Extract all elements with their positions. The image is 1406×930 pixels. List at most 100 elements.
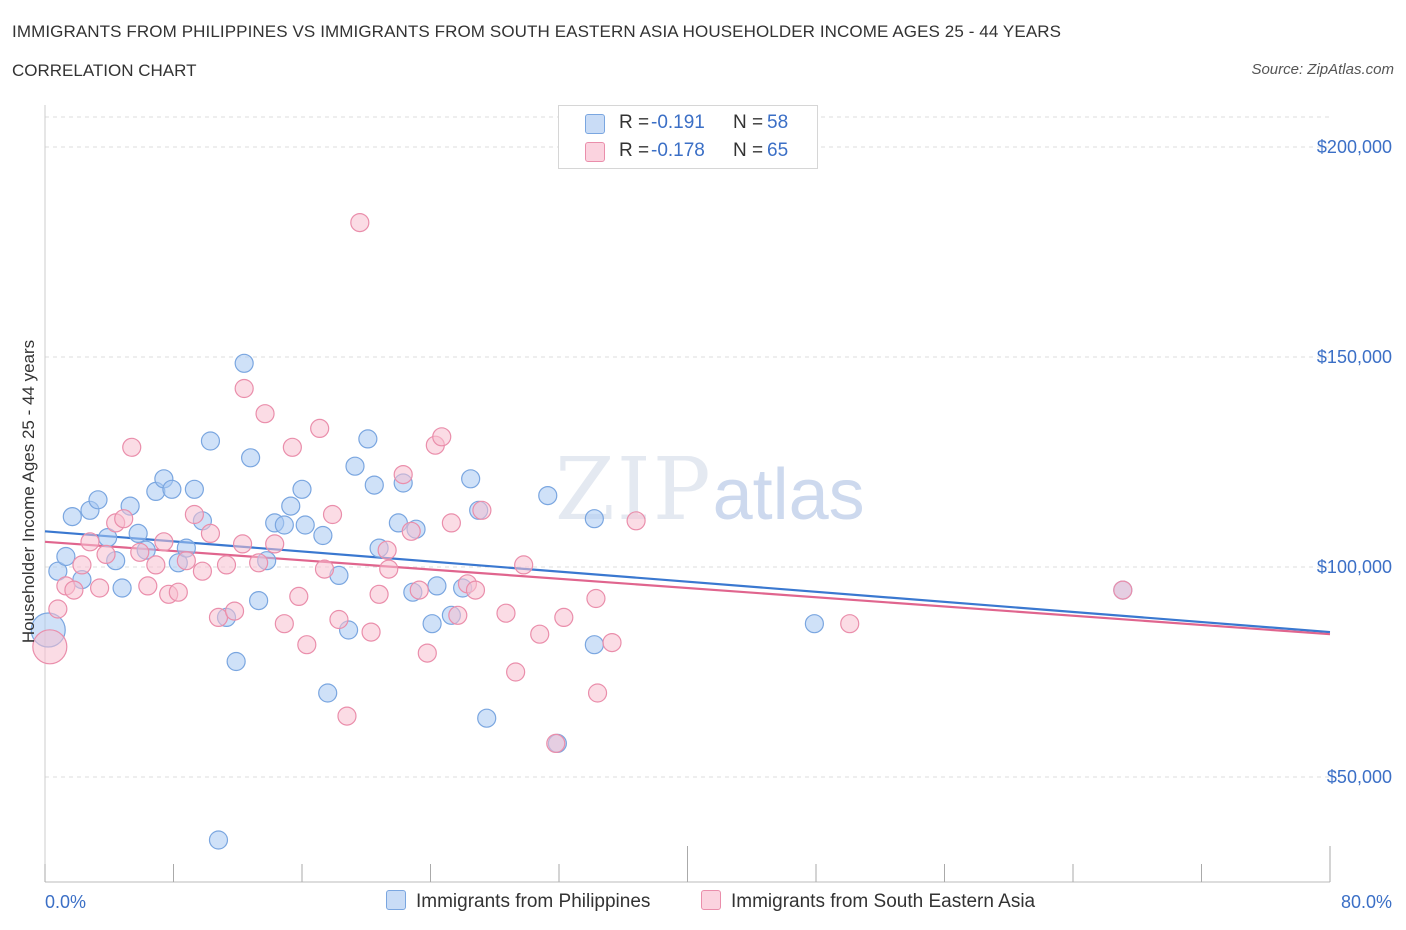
legend-item-southeast-asia: Immigrants from South Eastern Asia [701,890,1035,913]
data-point [401,521,421,541]
data-point [554,607,574,628]
r-value: -0.178 [651,140,705,161]
legend-swatch-southeast-asia [701,890,721,910]
data-point [168,582,188,602]
data-point [122,437,142,457]
data-point [448,605,468,625]
n-label: N = [733,140,764,161]
data-point [249,553,269,573]
data-point [72,555,92,575]
y-tick-label: $50,000 [1327,767,1392,787]
tick-labels: $200,000 $150,000 $100,000 $50,000 0.0% 80.0%… [19,137,1392,912]
data-point [192,561,213,581]
data-point [80,532,100,552]
r-label: R = [619,112,650,133]
data-point [138,576,158,596]
data-point [234,378,254,399]
r-value: -0.191 [651,112,705,133]
data-point [840,614,860,634]
data-point [112,578,132,598]
data-point [146,555,166,575]
data-point [154,532,174,552]
data-point [602,632,622,653]
r-label: R = [619,140,650,161]
legend-swatch-philippines [386,890,406,910]
data-point [184,479,204,499]
data-point [350,213,370,233]
data-point [409,580,429,600]
watermark-atlas: atlas [712,455,865,535]
data-point [496,603,516,623]
data-point [96,544,116,565]
data-point [584,635,604,655]
axes [44,105,1331,883]
data-point [584,509,604,529]
data-point [249,590,269,611]
data-point [377,540,397,560]
data-point [292,479,312,499]
data-point [274,515,294,535]
data-point [432,427,452,447]
data-point [318,683,338,703]
grid-lines [45,116,1330,778]
chart-subtitle: CORRELATION CHART [12,61,197,80]
n-value: 65 [767,140,789,161]
data-point [361,622,381,642]
data-point [226,651,246,672]
data-point [461,469,481,489]
chart-title: IMMIGRANTS FROM PHILIPPINES VS IMMIGRANT… [12,22,1062,41]
source-credit: Source: ZipAtlas.com [1251,61,1394,78]
data-point [162,479,182,499]
data-point [130,542,150,562]
data-point [48,599,68,619]
data-point [32,629,68,665]
data-point [369,584,389,604]
data-point [626,511,646,531]
data-point [313,525,333,546]
data-point [289,586,309,607]
data-point [88,490,108,510]
data-point [176,551,196,571]
data-point [345,456,365,476]
data-point [417,643,437,663]
x-tick-label: 0.0% [45,892,86,912]
data-point [587,683,608,703]
data-point [274,614,294,634]
data-point [297,635,317,655]
data-point [337,706,357,726]
data-point [232,534,253,554]
y-tick-label: $100,000 [1317,557,1392,577]
data-point [427,576,447,596]
data-point [538,486,558,506]
data-point [208,830,229,850]
data-point [322,504,343,525]
data-point [514,555,534,575]
data-point [379,559,399,579]
data-point [441,513,461,533]
data-point [477,708,497,728]
data-point [530,624,550,644]
data-point [804,614,824,634]
watermark: ZIPatlas [555,440,865,540]
data-point [184,504,204,525]
data-point [364,475,384,495]
data-point [265,534,285,554]
data-point [128,523,148,544]
legend-label-philippines: Immigrants from Philippines [416,891,651,912]
trend-line-philippines [44,530,1331,634]
x-tick-label: 80.0% [1341,892,1392,912]
y-tick-label: $150,000 [1317,347,1392,367]
data-point [506,662,526,682]
data-point [422,614,442,634]
data-point [329,609,349,630]
data-point [64,580,84,600]
data-point [310,418,330,438]
data-point [546,733,566,754]
stats-legend: R = -0.191 N = 58 R = -0.178 N = 65 [558,105,818,169]
data-point [1113,580,1133,600]
data-point [200,431,221,451]
data-point [314,559,335,579]
data-point [465,580,486,600]
legend-label-southeast-asia: Immigrants from South Eastern Asia [731,891,1036,912]
legend-swatch-southeast-asia [585,142,605,162]
